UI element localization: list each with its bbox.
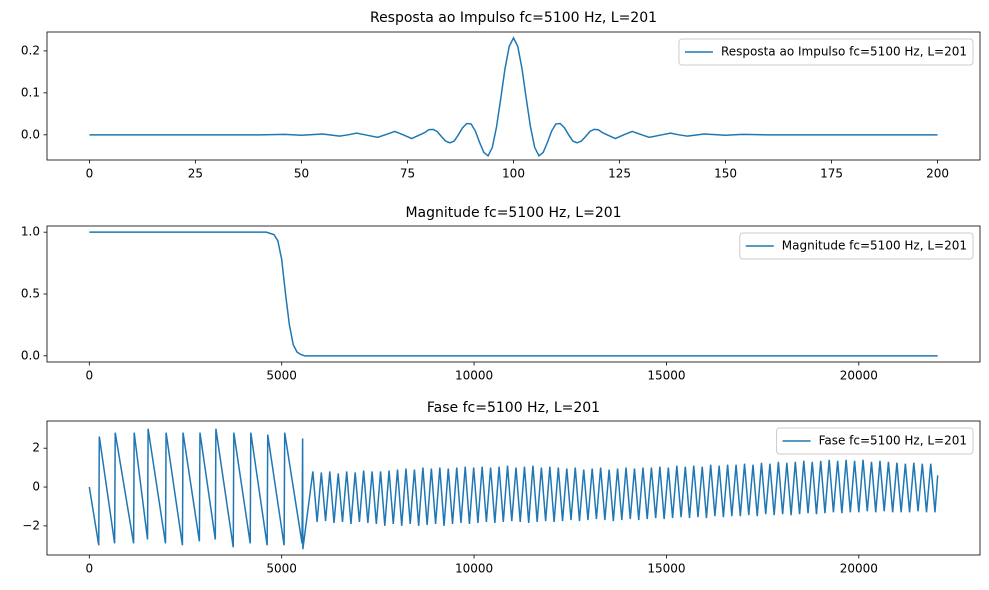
x-tick-label: 0 [86,562,94,576]
x-tick-label: 125 [608,167,631,181]
legend: Resposta ao Impulso fc=5100 Hz, L=201 [678,38,974,66]
y-tick-label: −2 [22,518,40,532]
line [89,231,938,357]
x-tick-label: 75 [400,167,415,181]
x-tick-label: 15000 [647,562,685,576]
legend-box [739,232,974,260]
y-tick-label: 0.5 [21,287,40,301]
chart-title: Resposta ao Impulso fc=5100 Hz, L=201 [370,10,657,26]
axes-frame [46,225,981,363]
legend: Magnitude fc=5100 Hz, L=201 [739,232,974,260]
legend-box [776,427,974,455]
legend-label: Resposta ao Impulso fc=5100 Hz, L=201 [721,45,967,59]
x-tick-label: 50 [294,167,309,181]
y-tick-label: 0.1 [21,85,40,99]
x-tick-label: 0 [86,369,94,383]
chart-title: Magnitude fc=5100 Hz, L=201 [405,205,621,221]
y-tick-label: 0.2 [21,43,40,57]
y-tick-label: 1.0 [21,225,40,239]
x-tick-label: 10000 [455,369,493,383]
legend-label: Magnitude fc=5100 Hz, L=201 [782,239,967,253]
y-tick-label: 0.0 [21,127,40,141]
x-tick-label: 20000 [840,369,878,383]
x-tick-label: 200 [926,167,949,181]
x-tick-label: 15000 [647,369,685,383]
x-tick-label: 175 [820,167,843,181]
y-tick-label: 2 [32,441,40,455]
x-tick-label: 5000 [266,369,297,383]
legend: Fase fc=5100 Hz, L=201 [776,427,974,455]
x-tick-label: 0 [86,167,94,181]
x-tick-label: 10000 [455,562,493,576]
x-tick-label: 5000 [266,562,297,576]
axes-frame [46,420,981,556]
x-tick-label: 150 [714,167,737,181]
chart-title: Fase fc=5100 Hz, L=201 [427,400,600,416]
legend-box [678,38,974,66]
line [88,428,939,550]
x-tick-label: 25 [188,167,203,181]
legend-label: Fase fc=5100 Hz, L=201 [819,434,967,448]
x-tick-label: 100 [502,167,525,181]
y-tick-label: 0.0 [21,348,40,362]
x-tick-label: 20000 [840,562,878,576]
line [89,36,938,157]
axes-frame [46,31,981,161]
y-tick-label: 0 [32,480,40,494]
